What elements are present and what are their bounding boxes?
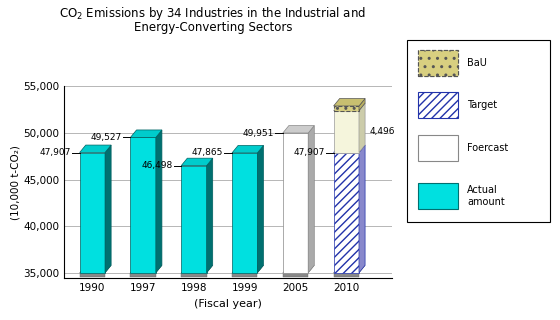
Polygon shape — [359, 103, 365, 153]
Bar — [130, 273, 156, 277]
Bar — [181, 166, 207, 273]
Bar — [130, 137, 156, 273]
Polygon shape — [232, 265, 264, 273]
Polygon shape — [156, 130, 162, 273]
Bar — [232, 153, 258, 273]
Polygon shape — [334, 103, 365, 111]
X-axis label: (Fiscal year): (Fiscal year) — [194, 299, 262, 309]
Polygon shape — [283, 265, 314, 273]
Polygon shape — [130, 130, 162, 137]
Polygon shape — [334, 99, 365, 106]
Polygon shape — [130, 265, 162, 273]
Polygon shape — [359, 145, 365, 273]
Text: 4,496: 4,496 — [369, 127, 395, 136]
Bar — [418, 50, 459, 76]
Bar — [80, 153, 105, 273]
Polygon shape — [207, 158, 213, 273]
Bar — [418, 50, 459, 76]
Bar — [80, 273, 105, 277]
Text: 46,498: 46,498 — [141, 161, 172, 170]
Text: 49,951: 49,951 — [243, 129, 274, 138]
Polygon shape — [308, 125, 314, 273]
Polygon shape — [105, 145, 111, 273]
Bar — [232, 273, 258, 277]
Bar — [283, 273, 308, 277]
Text: Foercast: Foercast — [467, 143, 508, 153]
Polygon shape — [80, 265, 111, 273]
Text: Actual
amount: Actual amount — [467, 185, 505, 207]
Text: CO$_2$ Emissions by 34 Industries in the Industrial and: CO$_2$ Emissions by 34 Industries in the… — [59, 5, 366, 22]
Polygon shape — [232, 146, 264, 153]
Polygon shape — [334, 265, 365, 273]
Polygon shape — [258, 146, 264, 273]
Bar — [334, 106, 359, 111]
Bar — [334, 273, 359, 277]
Text: 47,907: 47,907 — [40, 148, 71, 157]
Bar — [418, 183, 459, 209]
Polygon shape — [181, 265, 213, 273]
Text: Energy-Converting Sectors: Energy-Converting Sectors — [133, 21, 292, 34]
Bar — [283, 133, 308, 273]
Bar — [334, 153, 359, 273]
Text: 49,527: 49,527 — [91, 133, 122, 142]
Polygon shape — [181, 158, 213, 166]
Text: Target: Target — [467, 100, 497, 110]
Text: BaU: BaU — [467, 58, 487, 68]
Bar — [418, 135, 459, 161]
Text: 47,865: 47,865 — [192, 148, 223, 157]
Y-axis label: (10,000 t-CO₂): (10,000 t-CO₂) — [11, 145, 21, 220]
Polygon shape — [80, 145, 111, 153]
Bar — [181, 273, 207, 277]
Polygon shape — [359, 99, 365, 111]
Bar — [418, 92, 459, 118]
Bar — [334, 111, 359, 153]
Text: 47,907: 47,907 — [293, 148, 325, 157]
Polygon shape — [334, 145, 365, 153]
Polygon shape — [283, 125, 314, 133]
